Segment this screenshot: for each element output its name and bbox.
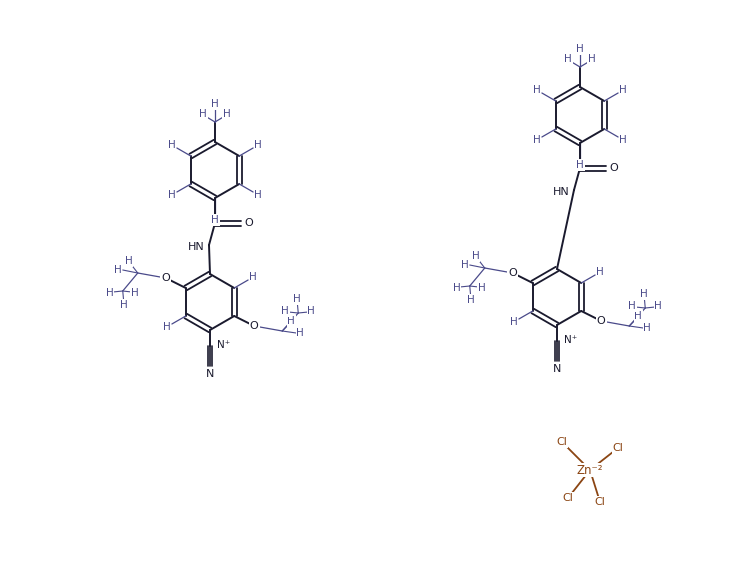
Text: H: H — [168, 190, 175, 200]
Text: H: H — [250, 272, 257, 282]
Text: O: O — [161, 273, 170, 283]
Text: H: H — [288, 316, 295, 326]
Text: H: H — [125, 256, 133, 266]
Text: H: H — [211, 215, 219, 225]
Text: N⁺: N⁺ — [217, 340, 230, 350]
Text: H: H — [478, 283, 486, 293]
Text: H: H — [655, 301, 662, 311]
Text: H: H — [223, 109, 231, 119]
Text: H: H — [644, 323, 651, 333]
Text: O: O — [244, 218, 253, 228]
Text: H: H — [472, 251, 479, 261]
Text: H: H — [619, 135, 627, 145]
Text: H: H — [120, 300, 128, 310]
Text: H: H — [510, 317, 517, 327]
Text: H: H — [461, 260, 468, 270]
Text: H: H — [163, 322, 170, 332]
Text: H: H — [576, 160, 584, 170]
Text: Cl: Cl — [556, 437, 567, 447]
Text: H: H — [640, 289, 648, 299]
Text: H: H — [131, 288, 139, 298]
Text: Zn⁻²: Zn⁻² — [577, 463, 603, 477]
Text: H: H — [467, 295, 475, 305]
Text: H: H — [634, 311, 642, 321]
Text: O: O — [509, 268, 517, 278]
Text: Cl: Cl — [562, 493, 573, 503]
Text: H: H — [308, 306, 315, 316]
Text: H: H — [255, 140, 262, 150]
Text: H: H — [453, 283, 461, 293]
Text: H: H — [597, 267, 604, 277]
Text: H: H — [297, 328, 304, 338]
Text: H: H — [114, 265, 122, 275]
Text: H: H — [564, 54, 572, 64]
Text: O: O — [610, 163, 618, 173]
Text: H: H — [255, 190, 262, 200]
Text: HN: HN — [553, 187, 570, 197]
Text: H: H — [106, 288, 114, 298]
Text: N⁺: N⁺ — [564, 335, 577, 345]
Text: O: O — [250, 321, 258, 331]
Text: H: H — [281, 306, 289, 316]
Text: H: H — [211, 99, 219, 109]
Text: O: O — [597, 316, 606, 326]
Text: H: H — [199, 109, 207, 119]
Text: H: H — [294, 294, 301, 304]
Text: N: N — [553, 364, 562, 374]
Text: H: H — [619, 85, 627, 95]
Text: H: H — [533, 135, 540, 145]
Text: HN: HN — [188, 242, 204, 252]
Text: H: H — [576, 44, 584, 54]
Text: H: H — [588, 54, 596, 64]
Text: H: H — [168, 140, 175, 150]
Text: H: H — [533, 85, 540, 95]
Text: H: H — [628, 301, 636, 311]
Text: Cl: Cl — [595, 497, 606, 507]
Text: Cl: Cl — [613, 443, 623, 453]
Text: N: N — [206, 369, 214, 379]
